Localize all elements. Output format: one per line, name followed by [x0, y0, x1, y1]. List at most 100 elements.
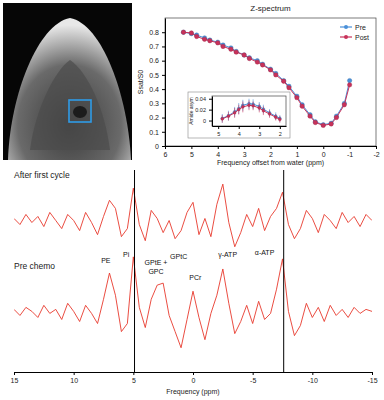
tick-mark	[376, 146, 377, 149]
mri-image	[3, 3, 132, 160]
tick-label: 0.8	[149, 29, 159, 36]
y-axis-tick: 0.8	[149, 29, 165, 36]
data-point	[300, 104, 304, 108]
data-point	[234, 50, 238, 54]
data-point	[274, 116, 277, 119]
peak-label: PCr	[189, 274, 202, 281]
data-point	[268, 113, 271, 116]
error-bar	[249, 100, 250, 110]
data-point	[194, 34, 198, 38]
x-axis-line	[213, 126, 287, 127]
tick-mark	[218, 146, 219, 149]
tick-label: 0	[203, 118, 206, 124]
chart-0: 6543210-1-200.10.20.30.40.50.60.70.8Z-sp…	[137, 4, 380, 167]
data-point	[260, 63, 264, 67]
tick-label: -1	[347, 151, 353, 158]
legend-label: Pre	[355, 24, 366, 31]
tick-mark	[350, 146, 351, 149]
data-point	[260, 62, 264, 66]
data-point	[347, 83, 351, 87]
x-axis-tick: 4	[238, 126, 241, 137]
data-point	[242, 53, 246, 57]
data-point	[268, 68, 272, 72]
legend-label: Post	[355, 34, 369, 41]
x-axis-tick: -5	[250, 372, 256, 384]
canvas-svg: 6543210-1-200.10.20.30.40.50.60.70.8Z-sp…	[0, 0, 384, 400]
x-axis-tick: 5	[132, 372, 136, 384]
tick-label: 0.4	[149, 86, 159, 93]
data-point	[189, 31, 193, 35]
x-axis: 6543210-1-2	[164, 146, 380, 158]
tick-label: 0.1	[149, 129, 159, 136]
data-point	[329, 122, 333, 126]
data-point	[208, 38, 212, 42]
error-bar	[275, 114, 276, 121]
x-axis-tick: 10	[70, 372, 78, 384]
data-point	[202, 37, 206, 41]
tick-mark	[74, 372, 75, 375]
tick-label: 0.5	[149, 72, 159, 79]
tick-mark	[244, 146, 245, 149]
peak-label: GPtE +	[145, 259, 168, 266]
tick-label: 5	[190, 151, 194, 158]
x-axis-tick: -10	[308, 372, 318, 384]
tick-mark	[162, 46, 165, 47]
data-point	[255, 60, 259, 64]
x-axis-tick: 15	[11, 372, 19, 384]
x-axis-tick: 6	[164, 146, 168, 158]
tick-label: 2	[279, 131, 282, 137]
error-bar	[222, 114, 223, 123]
tick-mark	[162, 132, 165, 133]
data-point	[248, 104, 251, 107]
data-point	[181, 30, 185, 34]
x-axis-tick: 5	[217, 126, 220, 137]
tick-label: 5	[132, 377, 136, 384]
tick-mark	[209, 121, 212, 122]
y-axis-tick: 0.04	[195, 96, 212, 102]
error-bar	[253, 101, 254, 110]
peak-label: GPC	[148, 268, 163, 275]
tick-label: 6	[164, 151, 168, 158]
x-axis-tick: -15	[367, 372, 377, 384]
y-axis-title: Amide asym	[188, 97, 194, 125]
data-point	[221, 118, 224, 121]
data-point	[189, 31, 193, 35]
tick-label: 0.02	[195, 107, 206, 113]
peak-label: γ-ATP	[218, 251, 237, 259]
tick-label: 5	[217, 131, 220, 137]
breast-tissue	[8, 18, 131, 160]
mri-background	[3, 3, 132, 160]
tick-mark	[209, 110, 212, 111]
tick-mark	[191, 146, 192, 149]
data-point	[274, 73, 278, 77]
error-bar	[242, 101, 243, 112]
series-label: Pre chemo	[14, 261, 55, 271]
data-point	[268, 67, 272, 71]
error-bar	[238, 103, 239, 114]
error-bar	[269, 110, 270, 118]
fibroglandular-tissue	[30, 60, 110, 150]
tick-mark	[162, 32, 165, 33]
data-point	[313, 120, 317, 124]
error-bar	[279, 115, 280, 122]
tick-mark	[133, 372, 134, 375]
tick-mark	[218, 126, 219, 129]
series-line	[222, 105, 280, 119]
y-axis: 00.10.20.30.40.50.60.70.8	[149, 19, 165, 150]
tick-label: 1	[295, 151, 299, 158]
data-point	[334, 115, 338, 119]
y-axis-tick: 0	[155, 143, 165, 150]
y-axis-tick: 0.2	[149, 114, 165, 121]
error-bar	[238, 105, 239, 115]
tick-label: 15	[11, 377, 19, 384]
chart-1: 5 4 3 2 0 0.02 0.04Amide asym	[188, 92, 290, 138]
y-axis-tick: 0	[203, 118, 212, 124]
error-bar	[259, 104, 260, 113]
x-axis-tick: 3	[258, 126, 261, 137]
data-point	[258, 107, 261, 110]
data-point	[278, 118, 281, 121]
tick-label: 0.04	[195, 96, 206, 102]
y-axis-title: Ssat/S0	[137, 70, 144, 95]
plot-data	[14, 170, 372, 372]
tick-mark	[162, 89, 165, 90]
